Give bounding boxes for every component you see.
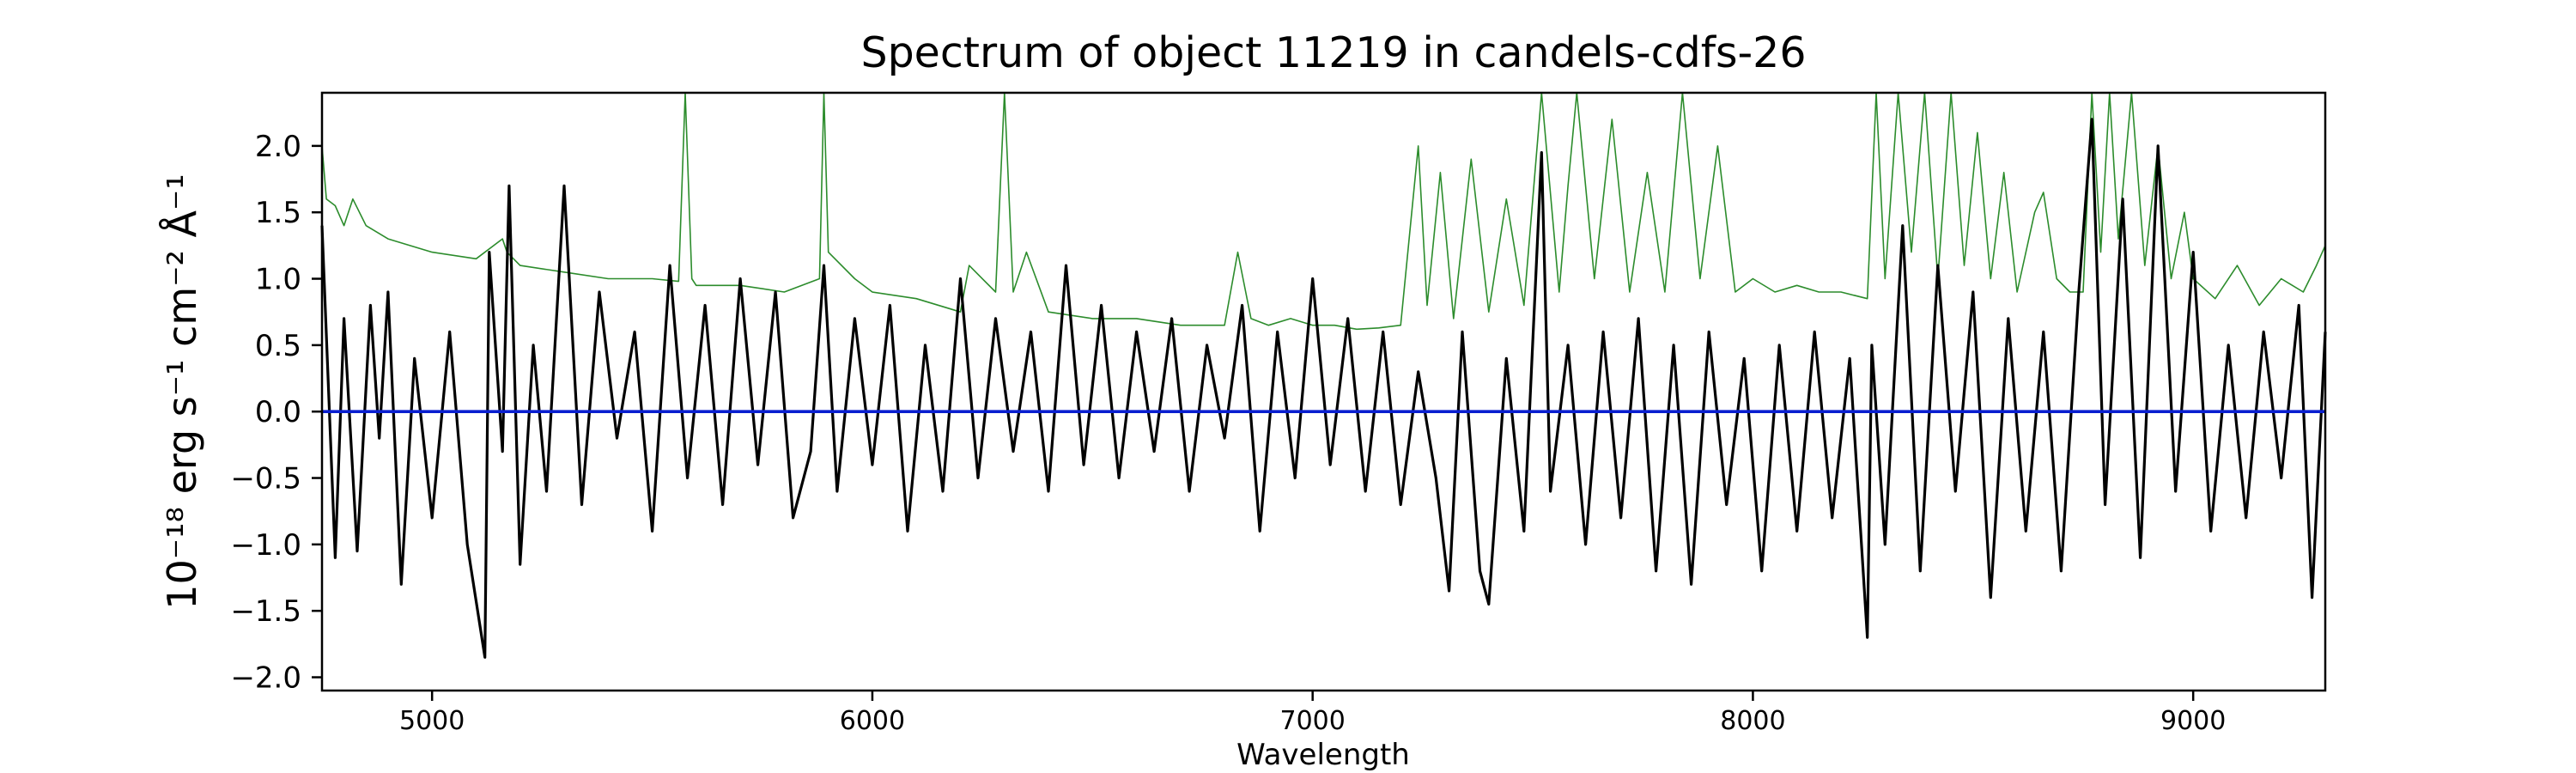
y-tick-label: −2.0 xyxy=(230,661,301,696)
x-tick-label: 8000 xyxy=(1720,706,1785,736)
flux-line xyxy=(320,118,2327,659)
chart-title: Spectrum of object 11219 in candels-cdfs… xyxy=(860,28,1806,77)
x-axis-label: Wavelength xyxy=(1236,738,1410,772)
y-tick-label: 1.0 xyxy=(255,263,301,297)
y-tick-label: −1.0 xyxy=(230,528,301,563)
y-tick-label: −0.5 xyxy=(230,462,301,496)
y-tick-label: 1.5 xyxy=(255,196,301,230)
y-tick-label: 2.0 xyxy=(255,130,301,164)
y-tick-label: 0.0 xyxy=(255,395,301,429)
x-tick-label: 5000 xyxy=(399,706,465,736)
x-tick-label: 7000 xyxy=(1280,706,1346,736)
plot-frame xyxy=(320,91,2327,692)
y-axis: −2.0 −1.5 −1.0 −0.5 0.0 0.5 1.0 1.5 2.0 xyxy=(230,130,322,696)
x-tick-label: 9000 xyxy=(2160,706,2226,736)
y-tick-label: −1.5 xyxy=(230,594,301,629)
y-tick-label: 0.5 xyxy=(255,329,301,363)
x-axis: 5000 6000 7000 8000 9000 xyxy=(399,691,2226,736)
y-axis-label: 10⁻¹⁸ erg s⁻¹ cm⁻² Å⁻¹ xyxy=(159,173,205,609)
error-line xyxy=(321,92,2326,331)
series-layer xyxy=(320,92,2327,659)
x-tick-label: 6000 xyxy=(840,706,905,736)
